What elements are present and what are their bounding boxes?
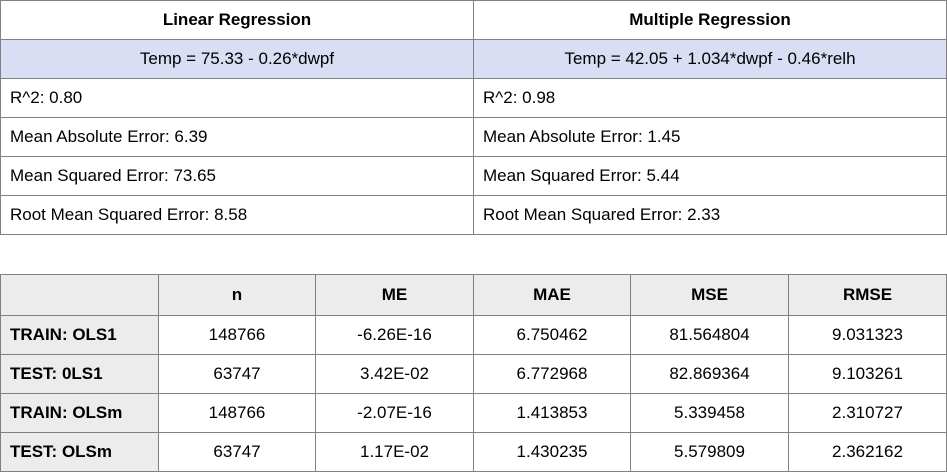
table-row: TEST: OLSm 63747 1.17E-02 1.430235 5.579…	[0, 432, 947, 472]
error-stats-table: n ME MAE MSE RMSE TRAIN: OLS1 148766 -6.…	[0, 274, 947, 472]
linear-equation: Temp = 75.33 - 0.26*dwpf	[0, 39, 474, 79]
linear-r2: R^2: 0.80	[0, 78, 474, 118]
stats-header-mse: MSE	[630, 274, 789, 316]
cell-n: 148766	[158, 393, 316, 433]
linear-mse: Mean Squared Error: 73.65	[0, 156, 474, 196]
row-label: TEST: 0LS1	[0, 354, 159, 394]
stats-header-corner	[0, 274, 159, 316]
rmse-row: Root Mean Squared Error: 8.58 Root Mean …	[0, 195, 947, 235]
stats-header-rmse: RMSE	[788, 274, 947, 316]
r2-row: R^2: 0.80 R^2: 0.98	[0, 78, 947, 118]
cell-mse: 5.339458	[630, 393, 789, 433]
cell-mse: 81.564804	[630, 315, 789, 355]
multiple-regression-header: Multiple Regression	[473, 0, 947, 40]
row-label: TEST: OLSm	[0, 432, 159, 472]
multiple-rmse: Root Mean Squared Error: 2.33	[473, 195, 947, 235]
multiple-r2: R^2: 0.98	[473, 78, 947, 118]
table-row: TRAIN: OLS1 148766 -6.26E-16 6.750462 81…	[0, 315, 947, 355]
mse-row: Mean Squared Error: 73.65 Mean Squared E…	[0, 156, 947, 196]
mae-row: Mean Absolute Error: 6.39 Mean Absolute …	[0, 117, 947, 157]
cell-mae: 6.750462	[473, 315, 631, 355]
comparison-header-row: Linear Regression Multiple Regression	[0, 0, 947, 40]
cell-mae: 1.413853	[473, 393, 631, 433]
cell-n: 63747	[158, 354, 316, 394]
cell-me: -2.07E-16	[315, 393, 474, 433]
stats-header-me: ME	[315, 274, 474, 316]
cell-rmse: 9.031323	[788, 315, 947, 355]
row-label: TRAIN: OLS1	[0, 315, 159, 355]
multiple-equation: Temp = 42.05 + 1.034*dwpf - 0.46*relh	[473, 39, 947, 79]
linear-mae: Mean Absolute Error: 6.39	[0, 117, 474, 157]
cell-rmse: 2.310727	[788, 393, 947, 433]
cell-me: -6.26E-16	[315, 315, 474, 355]
stats-header-row: n ME MAE MSE RMSE	[0, 274, 947, 316]
cell-me: 3.42E-02	[315, 354, 474, 394]
stats-header-n: n	[158, 274, 316, 316]
cell-me: 1.17E-02	[315, 432, 474, 472]
row-label: TRAIN: OLSm	[0, 393, 159, 433]
cell-n: 63747	[158, 432, 316, 472]
equation-row: Temp = 75.33 - 0.26*dwpf Temp = 42.05 + …	[0, 39, 947, 79]
cell-n: 148766	[158, 315, 316, 355]
multiple-mse: Mean Squared Error: 5.44	[473, 156, 947, 196]
table-row: TRAIN: OLSm 148766 -2.07E-16 1.413853 5.…	[0, 393, 947, 433]
linear-rmse: Root Mean Squared Error: 8.58	[0, 195, 474, 235]
cell-rmse: 9.103261	[788, 354, 947, 394]
cell-mae: 6.772968	[473, 354, 631, 394]
cell-rmse: 2.362162	[788, 432, 947, 472]
regression-comparison-table: Linear Regression Multiple Regression Te…	[0, 0, 947, 235]
cell-mae: 1.430235	[473, 432, 631, 472]
multiple-mae: Mean Absolute Error: 1.45	[473, 117, 947, 157]
cell-mse: 82.869364	[630, 354, 789, 394]
cell-mse: 5.579809	[630, 432, 789, 472]
table-row: TEST: 0LS1 63747 3.42E-02 6.772968 82.86…	[0, 354, 947, 394]
linear-regression-header: Linear Regression	[0, 0, 474, 40]
stats-header-mae: MAE	[473, 274, 631, 316]
